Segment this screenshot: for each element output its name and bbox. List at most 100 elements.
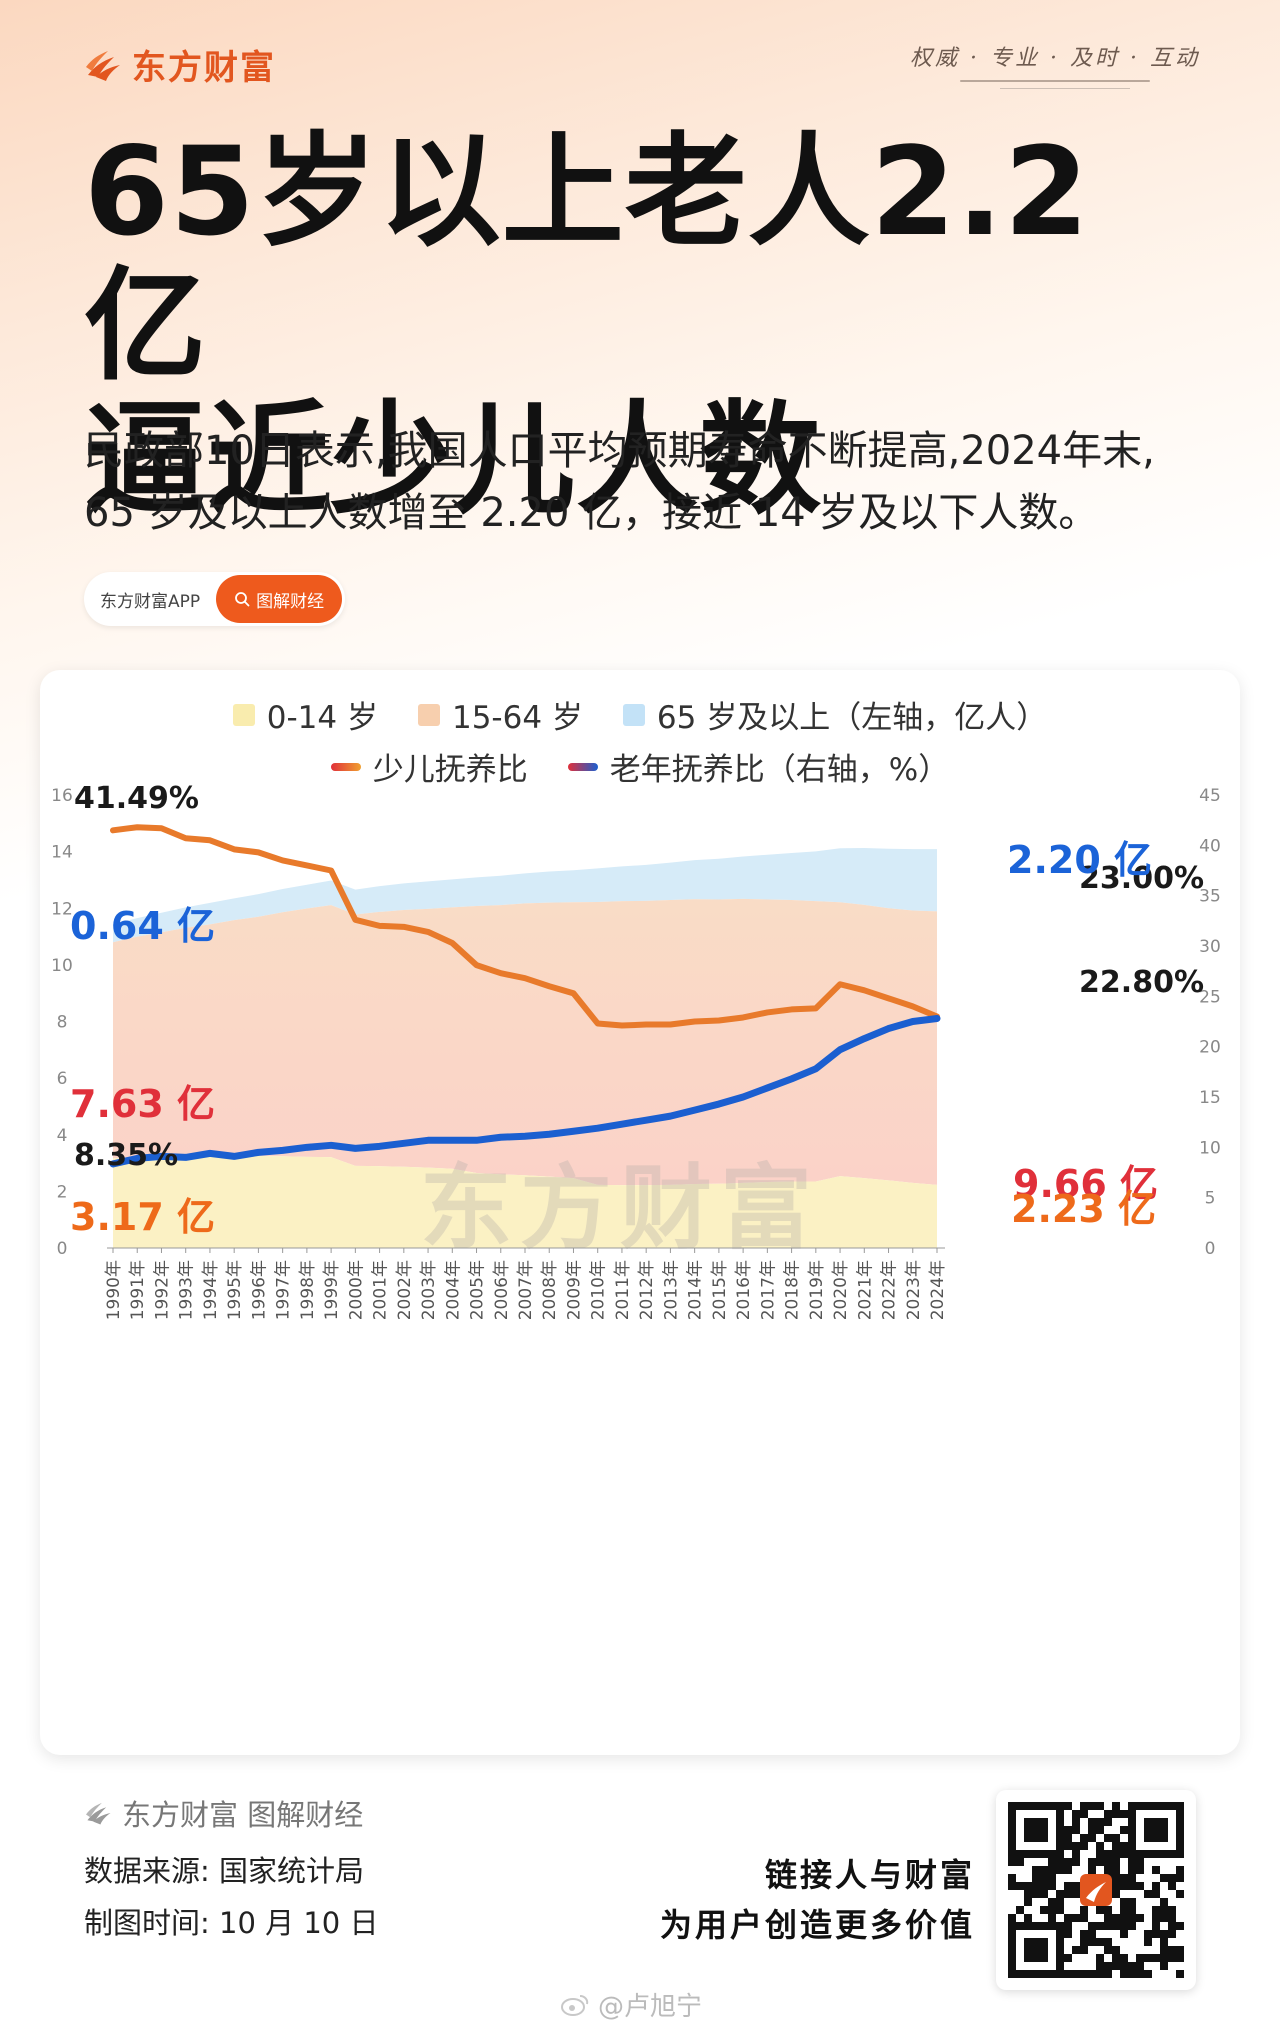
qr-module (1080, 1842, 1088, 1850)
qr-module (1120, 1906, 1128, 1914)
qr-module (1064, 1890, 1072, 1898)
x-axis-tick: 1999年 (322, 1260, 342, 1320)
x-axis-tick: 2023年 (904, 1260, 924, 1320)
qr-center-logo-mark (1086, 1882, 1106, 1902)
qr-module (1112, 1890, 1120, 1898)
brand-flame-icon (86, 50, 120, 81)
qr-module (1080, 1946, 1088, 1954)
qr-module (1120, 1914, 1128, 1922)
qr-module (1056, 1898, 1064, 1906)
qr-module (1056, 1906, 1064, 1914)
left-axis-tick: 8 (57, 1013, 68, 1033)
qr-module (1112, 1874, 1120, 1882)
x-axis-tick: 2008年 (540, 1260, 560, 1320)
qr-module (1104, 1834, 1112, 1842)
x-axis-tick: 2006年 (492, 1260, 512, 1320)
brand-name: 东方财富 (132, 48, 276, 88)
qr-module (1112, 1962, 1120, 1970)
qr-module (1168, 1954, 1176, 1962)
qr-module (1072, 1914, 1080, 1922)
x-axis-tick: 2005年 (468, 1260, 488, 1320)
legend-old-ratio-swatch (567, 762, 598, 771)
legend-working-label: 15-64 岁 (451, 700, 583, 736)
qr-module (1104, 1922, 1112, 1930)
legend-child-ratio-swatch (330, 762, 361, 771)
qr-module (1088, 1970, 1096, 1978)
right-axis-tick: 5 (1205, 1189, 1216, 1209)
qr-module (1032, 1866, 1040, 1874)
qr-module (1064, 1826, 1072, 1834)
qr-code[interactable] (996, 1790, 1196, 1990)
qr-module (1088, 1858, 1096, 1866)
qr-module (1096, 1970, 1104, 1978)
qr-module (1096, 1842, 1104, 1850)
legend-elder: 65 岁及以上（左轴，亿人） (622, 692, 1047, 737)
qr-module (1120, 1930, 1128, 1938)
qr-module (1160, 1962, 1168, 1970)
qr-module (1152, 1914, 1160, 1922)
subtitle: 民政部10日表示,我国人口平均预期寿命不断提高,2024年末, 65 岁及以上人… (84, 420, 1234, 544)
subtitle-line1: 民政部10日表示,我国人口平均预期寿命不断提高,2024年末, (84, 428, 1155, 474)
qr-module (1080, 1930, 1088, 1938)
qr-module (1152, 1906, 1160, 1914)
legend-child-ratio: 少儿抚养比 (330, 744, 528, 789)
qr-module (1088, 1922, 1096, 1930)
legend-working-swatch (417, 703, 440, 726)
qr-module (1112, 1866, 1120, 1874)
qr-module (1048, 1874, 1056, 1882)
x-axis-tick: 2000年 (346, 1260, 366, 1320)
x-axis-tick: 1994年 (201, 1260, 221, 1320)
qr-module (1128, 1882, 1136, 1890)
qr-module (1096, 1906, 1104, 1914)
x-axis-tick: 2001年 (371, 1260, 391, 1320)
legend-row-areas: 0-14 岁 15-64 岁 65 岁及以上（左轴，亿人） (40, 692, 1240, 737)
qr-module (1176, 1946, 1184, 1954)
x-axis-tick: 1993年 (177, 1260, 197, 1320)
qr-module (1056, 1866, 1064, 1874)
x-axis-tick: 2016年 (734, 1260, 754, 1320)
qr-module (1048, 1906, 1056, 1914)
qr-module (1096, 1802, 1104, 1810)
x-axis-tick: 1998年 (298, 1260, 318, 1320)
qr-module (1112, 1858, 1120, 1866)
qr-module (1136, 1954, 1144, 1962)
annotation-child-ratio-end: 23.00% (1079, 861, 1204, 896)
qr-module (1144, 1970, 1152, 1978)
qr-module (1176, 1954, 1184, 1962)
qr-module (1128, 1898, 1136, 1906)
tagline: 权威 · 专业 · 及时 · 互动 (910, 46, 1200, 71)
qr-module (1048, 1914, 1056, 1922)
x-axis-tick: 1996年 (249, 1260, 269, 1320)
right-axis-tick: 0 (1205, 1239, 1216, 1259)
qr-module (1048, 1858, 1056, 1866)
qr-module (1120, 1970, 1128, 1978)
qr-module (1168, 1882, 1176, 1890)
x-axis-tick: 2014年 (686, 1260, 706, 1320)
qr-module (1080, 1914, 1088, 1922)
qr-module (1144, 1954, 1152, 1962)
qr-module (1144, 1890, 1152, 1898)
area-15-64 (113, 898, 937, 1186)
x-axis-tick: 2019年 (807, 1260, 827, 1320)
left-axis-tick: 0 (57, 1239, 68, 1259)
qr-module (1120, 1874, 1128, 1882)
annotation-working-end: 9.66 亿 (1013, 1162, 1158, 1206)
qr-module (1016, 1906, 1024, 1914)
qr-module (1104, 1914, 1112, 1922)
annotation-child-ratio-start: 41.49% (74, 781, 199, 816)
qr-module (1072, 1970, 1080, 1978)
search-button[interactable]: 图解财经 (216, 575, 343, 623)
app-pill[interactable]: 东方财富APP 图解财经 (84, 572, 346, 626)
legend-child-swatch (232, 703, 255, 726)
qr-module (1120, 1898, 1128, 1906)
qr-module (1112, 1922, 1120, 1930)
qr-module (1008, 1914, 1016, 1922)
x-axis-tick: 2018年 (783, 1260, 803, 1320)
qr-module (1040, 1890, 1048, 1898)
qr-module (1160, 1898, 1168, 1906)
line-old-ratio (109, 1014, 941, 1168)
qr-module (1072, 1826, 1080, 1834)
x-axis-tick: 2003年 (419, 1260, 439, 1320)
x-axis-tick: 1997年 (274, 1260, 294, 1320)
qr-module (1128, 1914, 1136, 1922)
